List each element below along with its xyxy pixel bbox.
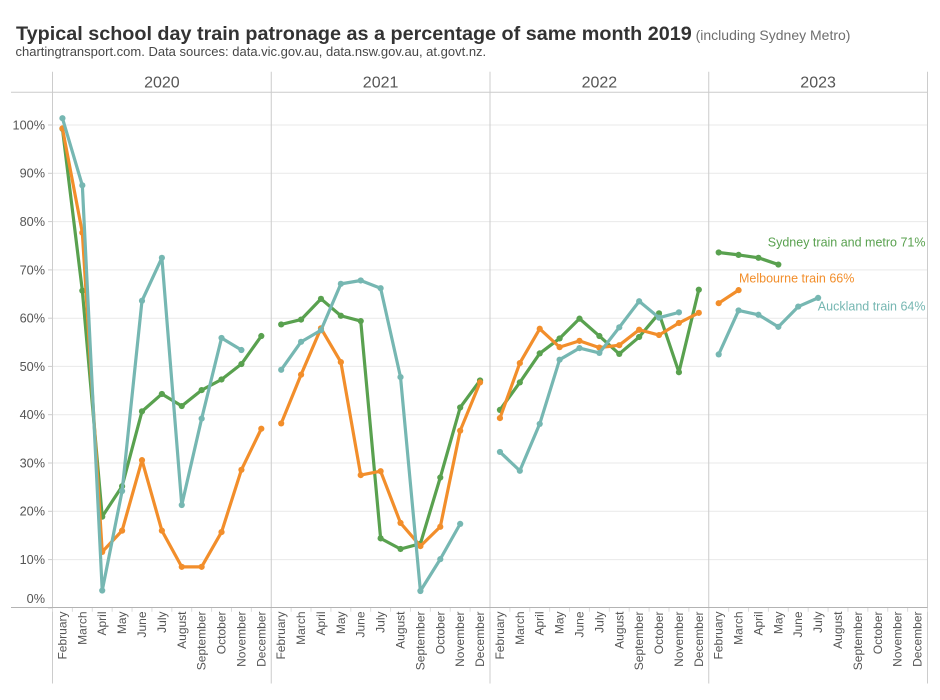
svg-text:April: April <box>751 612 765 636</box>
svg-text:August: August <box>175 611 189 649</box>
svg-text:90%: 90% <box>20 167 45 181</box>
svg-text:June: June <box>791 611 805 637</box>
svg-text:May: May <box>771 612 785 635</box>
svg-text:40%: 40% <box>20 408 45 422</box>
svg-text:20%: 20% <box>20 505 45 519</box>
svg-text:2022: 2022 <box>582 75 618 92</box>
svg-text:November: November <box>891 612 905 667</box>
svg-text:Auckland train 64%: Auckland train 64% <box>818 299 926 313</box>
svg-text:July: July <box>374 612 388 633</box>
svg-text:July: July <box>592 612 606 633</box>
svg-text:80%: 80% <box>20 215 45 229</box>
svg-text:April: April <box>314 612 328 636</box>
svg-text:October: October <box>652 611 666 654</box>
svg-text:October: October <box>215 611 229 654</box>
svg-text:December: December <box>254 612 268 667</box>
svg-text:February: February <box>493 612 507 660</box>
svg-text:May: May <box>115 612 129 635</box>
svg-text:February: February <box>55 612 69 660</box>
svg-text:0%: 0% <box>27 592 45 606</box>
svg-text:10%: 10% <box>20 553 45 567</box>
svg-text:70%: 70% <box>20 263 45 277</box>
svg-text:April: April <box>95 612 109 636</box>
svg-text:July: July <box>155 612 169 633</box>
svg-text:February: February <box>712 612 726 660</box>
svg-text:June: June <box>354 611 368 637</box>
svg-text:chartingtransport.com. Data so: chartingtransport.com. Data sources: dat… <box>16 44 487 59</box>
svg-text:Typical school day train patro: Typical school day train patronage as a … <box>16 23 850 45</box>
svg-text:100%: 100% <box>13 118 45 132</box>
svg-text:August: August <box>831 611 845 649</box>
svg-text:Sydney train and metro 71%: Sydney train and metro 71% <box>768 235 926 249</box>
svg-text:October: October <box>871 611 885 654</box>
svg-text:March: March <box>294 612 308 645</box>
svg-text:March: March <box>732 612 746 645</box>
svg-text:December: December <box>692 612 706 667</box>
svg-text:June: June <box>135 611 149 637</box>
svg-text:November: November <box>234 612 248 667</box>
svg-text:February: February <box>274 612 288 660</box>
svg-text:60%: 60% <box>20 312 45 326</box>
svg-text:September: September <box>195 612 209 671</box>
svg-text:Melbourne train 66%: Melbourne train 66% <box>739 271 854 285</box>
svg-text:September: September <box>851 612 865 671</box>
svg-text:2023: 2023 <box>800 75 836 92</box>
svg-text:August: August <box>612 611 626 649</box>
svg-text:December: December <box>911 612 925 667</box>
svg-text:March: March <box>75 612 89 645</box>
svg-text:July: July <box>811 612 825 633</box>
svg-text:September: September <box>632 612 646 671</box>
svg-text:2021: 2021 <box>363 75 399 92</box>
svg-text:December: December <box>473 612 487 667</box>
svg-text:May: May <box>334 612 348 635</box>
svg-text:November: November <box>453 612 467 667</box>
svg-text:50%: 50% <box>20 360 45 374</box>
svg-text:March: March <box>513 612 527 645</box>
svg-text:September: September <box>413 612 427 671</box>
svg-text:April: April <box>533 612 547 636</box>
svg-text:2020: 2020 <box>144 75 180 92</box>
svg-text:30%: 30% <box>20 456 45 470</box>
svg-text:November: November <box>672 612 686 667</box>
svg-text:August: August <box>394 611 408 649</box>
svg-text:June: June <box>572 611 586 637</box>
svg-text:May: May <box>553 612 567 635</box>
svg-text:October: October <box>433 611 447 654</box>
